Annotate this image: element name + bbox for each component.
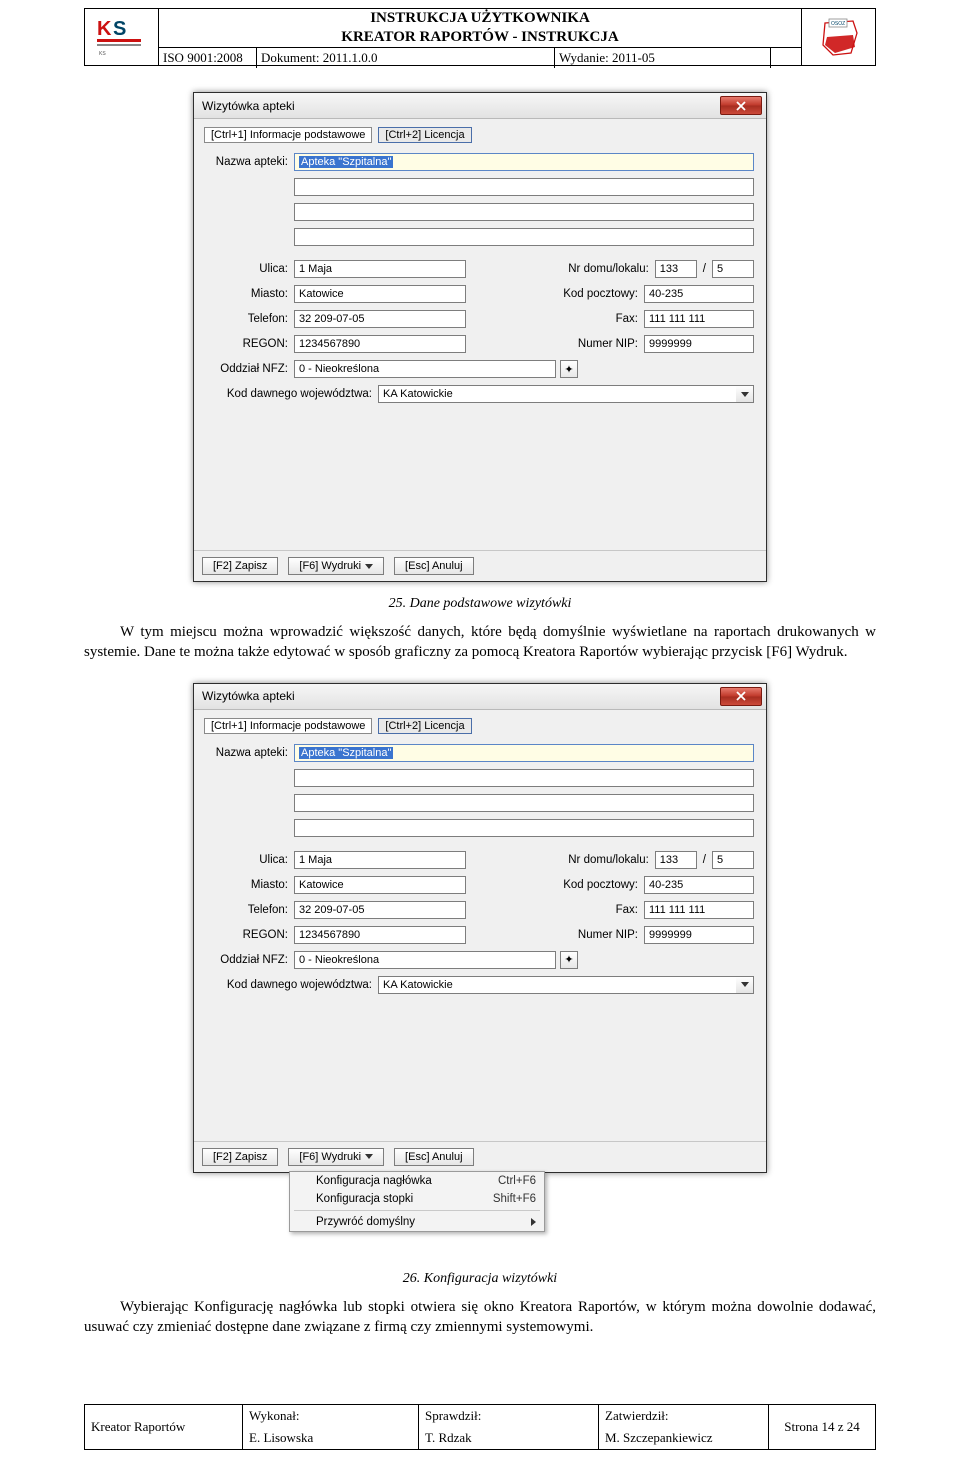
footer-wykonal-name: E. Lisowska — [243, 1427, 418, 1449]
tab-info[interactable]: [Ctrl+1] Informacje podstawowe — [204, 127, 372, 143]
dlg-title-2: Wizytówka apteki — [202, 689, 295, 703]
footer-page: Strona 14 z 24 — [769, 1405, 875, 1449]
input-ulica[interactable]: 1 Maja — [294, 260, 466, 278]
lbl-regon: REGON: — [206, 338, 294, 350]
footer-zatwierdzil-lbl: Zatwierdził: — [599, 1405, 768, 1427]
lbl-nr: Nr domu/lokalu: — [563, 263, 655, 275]
dlg-title: Wizytówka apteki — [202, 99, 295, 113]
lbl-nip: Numer NIP: — [552, 338, 644, 350]
btn-anuluj[interactable]: [Esc] Anuluj — [394, 557, 473, 575]
menu-konf-stopki[interactable]: Konfiguracja stopkiShift+F6 — [290, 1190, 544, 1208]
dropdown-woj[interactable] — [736, 385, 754, 403]
tab-licencja-2[interactable]: [Ctrl+2] Licencja — [378, 718, 471, 734]
lbl-woj: Kod dawnego województwa: — [206, 388, 378, 400]
input-nr1[interactable]: 133 — [655, 260, 697, 278]
lookup-icon-2[interactable]: ✦ — [560, 951, 578, 969]
lookup-icon[interactable]: ✦ — [560, 360, 578, 378]
svg-text:K: K — [97, 18, 112, 40]
hdr-doc: Dokument: 2011.1.0.0 — [257, 48, 555, 68]
tab-licencja[interactable]: [Ctrl+2] Licencja — [378, 127, 471, 143]
footer-sprawdzil-lbl: Sprawdził: — [419, 1405, 598, 1427]
footer-sprawdzil-name: T. Rdzak — [419, 1427, 598, 1449]
svg-text:KS: KS — [99, 51, 106, 57]
doc-title-1: INSTRUKCJA UŻYTKOWNIKA — [159, 9, 801, 28]
logo-left: K S KS — [85, 9, 159, 65]
paragraph-2: Wybierając Konfigurację nagłówka lub sto… — [84, 1297, 876, 1338]
input-nazwa[interactable]: Apteka "Szpitalna" — [294, 153, 754, 171]
chevron-down-icon — [365, 564, 373, 569]
btn-zapisz-2[interactable]: [F2] Zapisz — [202, 1148, 278, 1166]
dialog-wizytowka-1: Wizytówka apteki [Ctrl+1] Informacje pod… — [193, 92, 767, 582]
menu-przywroc[interactable]: Przywróć domyślny — [290, 1213, 544, 1231]
lbl-oddzial: Oddział NFZ: — [206, 363, 294, 375]
logo-right: OSOZ — [801, 9, 875, 65]
hdr-wyd: Wydanie: 2011-05 — [555, 48, 771, 68]
chevron-down-icon-2 — [365, 1154, 373, 1159]
doc-header: K S KS INSTRUKCJA UŻYTKOWNIKA KREATOR RA… — [84, 8, 876, 66]
menu-konf-naglowka[interactable]: Konfiguracja nagłówkaCtrl+F6 — [290, 1172, 544, 1190]
input-regon[interactable]: 1234567890 — [294, 335, 466, 353]
input-nip[interactable]: 9999999 — [644, 335, 754, 353]
footer-zatwierdzil-name: M. Szczepankiewicz — [599, 1427, 768, 1449]
btn-zapisz[interactable]: [F2] Zapisz — [202, 557, 278, 575]
lbl-ulica: Ulica: — [206, 263, 294, 275]
input-oddzial[interactable]: 0 - Nieokreślona — [294, 360, 556, 378]
close-button[interactable] — [720, 96, 762, 115]
doc-title-2: KREATOR RAPORTÓW - INSTRUKCJA — [159, 28, 801, 47]
input-woj[interactable]: KA Katowickie — [378, 385, 736, 403]
lbl-fax: Fax: — [552, 313, 644, 325]
input-nazwa-2[interactable]: Apteka "Szpitalna" — [294, 744, 754, 762]
lbl-nazwa: Nazwa apteki: — [206, 156, 294, 168]
svg-text:OSOZ: OSOZ — [831, 21, 845, 27]
btn-anuluj-2[interactable]: [Esc] Anuluj — [394, 1148, 473, 1166]
input-telefon[interactable]: 32 209-07-05 — [294, 310, 466, 328]
footer-kreator: Kreator Raportów — [85, 1405, 243, 1449]
input-nazwa3[interactable] — [294, 203, 754, 221]
lbl-kod: Kod pocztowy: — [552, 288, 644, 300]
input-nr2[interactable]: 5 — [712, 260, 754, 278]
dropdown-woj-2[interactable] — [736, 976, 754, 994]
input-nazwa4[interactable] — [294, 228, 754, 246]
close-button-2[interactable] — [720, 687, 762, 706]
svg-text:S: S — [113, 18, 126, 40]
input-miasto[interactable]: Katowice — [294, 285, 466, 303]
dialog-wizytowka-2-wrapper: Wizytówka apteki [Ctrl+1] Informacje pod… — [193, 683, 767, 1173]
lbl-slash: / — [697, 263, 712, 275]
dropdown-menu: Konfiguracja nagłówkaCtrl+F6 Konfiguracj… — [289, 1171, 545, 1232]
input-nazwa2[interactable] — [294, 178, 754, 196]
btn-wydruki[interactable]: [F6] Wydruki — [288, 557, 384, 575]
caption-25: 25. Dane podstawowe wizytówki — [84, 596, 876, 612]
lbl-miasto: Miasto: — [206, 288, 294, 300]
chevron-right-icon — [531, 1218, 536, 1226]
doc-title: INSTRUKCJA UŻYTKOWNIKA KREATOR RAPORTÓW … — [159, 9, 801, 48]
footer-wykonal-lbl: Wykonał: — [243, 1405, 418, 1427]
caption-26: 26. Konfiguracja wizytówki — [84, 1271, 876, 1287]
hdr-iso: ISO 9001:2008 — [159, 48, 257, 68]
tab-info-2[interactable]: [Ctrl+1] Informacje podstawowe — [204, 718, 372, 734]
page-footer: Kreator Raportów Wykonał: E. Lisowska Sp… — [84, 1404, 876, 1450]
input-fax[interactable]: 111 111 111 — [644, 310, 754, 328]
input-kod[interactable]: 40-235 — [644, 285, 754, 303]
paragraph-1: W tym miejscu można wprowadzić większość… — [84, 622, 876, 663]
btn-wydruki-2[interactable]: [F6] Wydruki — [288, 1148, 384, 1166]
lbl-telefon: Telefon: — [206, 313, 294, 325]
